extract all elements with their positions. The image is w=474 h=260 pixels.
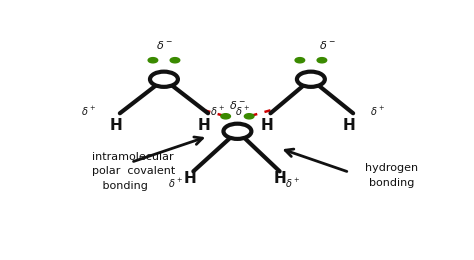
Circle shape: [297, 72, 325, 87]
Text: $\delta^+$: $\delta^+$: [236, 105, 250, 118]
Text: H: H: [273, 171, 286, 186]
Text: $\delta^+$: $\delta^+$: [167, 177, 182, 190]
Text: $\delta^-$: $\delta^-$: [319, 39, 336, 51]
Circle shape: [223, 124, 251, 139]
Text: $\delta^-$: $\delta^-$: [155, 39, 173, 51]
Text: intramolecular
polar  covalent
   bonding: intramolecular polar covalent bonding: [92, 152, 175, 191]
Text: $\delta^+$: $\delta^+$: [285, 177, 300, 190]
Text: H: H: [260, 118, 273, 133]
Text: $\delta^+$: $\delta^+$: [210, 105, 225, 118]
Text: H: H: [110, 118, 123, 133]
Text: $\delta^+$: $\delta^+$: [81, 105, 96, 118]
Text: H: H: [343, 118, 356, 133]
Circle shape: [221, 114, 230, 119]
Circle shape: [148, 58, 158, 63]
Circle shape: [245, 114, 254, 119]
Circle shape: [150, 72, 178, 87]
Text: H: H: [198, 118, 211, 133]
Circle shape: [317, 58, 327, 63]
Text: $\delta^+$: $\delta^+$: [370, 105, 384, 118]
Text: hydrogen
bonding: hydrogen bonding: [365, 163, 418, 188]
Circle shape: [295, 58, 305, 63]
Text: $\delta^-$: $\delta^-$: [229, 99, 246, 111]
Text: H: H: [183, 171, 196, 186]
Circle shape: [170, 58, 180, 63]
